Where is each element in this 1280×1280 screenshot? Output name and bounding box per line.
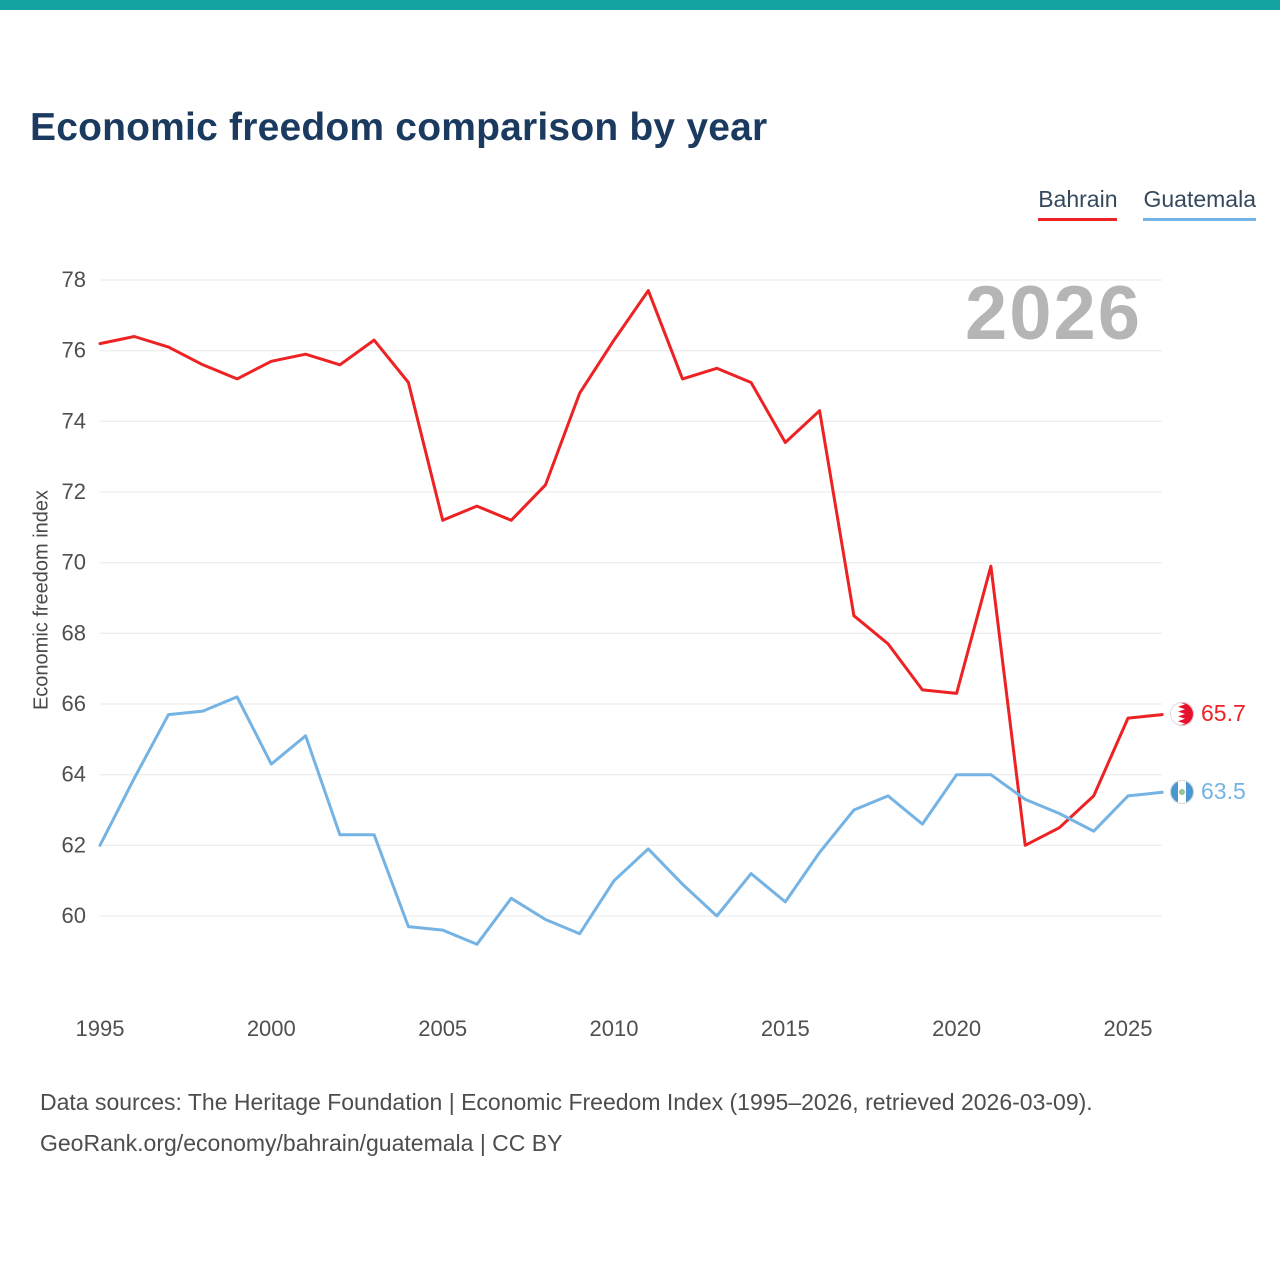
page-title: Economic freedom comparison by year	[30, 106, 768, 149]
guatemala-end-label: 63.5	[1170, 778, 1246, 805]
guatemala-flag-icon	[1170, 779, 1194, 804]
svg-text:68: 68	[62, 620, 86, 645]
svg-text:2000: 2000	[247, 1016, 296, 1041]
svg-text:70: 70	[62, 550, 86, 575]
svg-text:2020: 2020	[932, 1016, 981, 1041]
svg-text:1995: 1995	[76, 1016, 125, 1041]
data-sources-line2: GeoRank.org/economy/bahrain/guatemala | …	[40, 1130, 563, 1156]
watermark-year: 2026	[965, 271, 1143, 356]
legend-item-guatemala[interactable]: Guatemala	[1143, 186, 1256, 221]
svg-text:74: 74	[62, 408, 86, 433]
svg-text:60: 60	[62, 903, 86, 928]
bahrain-flag-icon	[1170, 701, 1194, 726]
svg-text:2025: 2025	[1104, 1016, 1153, 1041]
svg-text:72: 72	[62, 479, 86, 504]
svg-text:62: 62	[62, 832, 86, 857]
legend: Bahrain Guatemala	[1038, 186, 1256, 221]
svg-text:2015: 2015	[761, 1016, 810, 1041]
svg-text:66: 66	[62, 691, 86, 716]
data-sources-line1: Data sources: The Heritage Foundation | …	[40, 1089, 1093, 1115]
guatemala-end-value: 63.5	[1201, 778, 1246, 804]
svg-text:64: 64	[62, 762, 86, 787]
top-accent-bar	[0, 0, 1280, 10]
svg-text:76: 76	[62, 338, 86, 363]
line-chart[interactable]: 60 62 64 66 68 70 72 74 76 78 1995 2000 2005 2010 2015…	[0, 240, 1280, 1060]
legend-item-bahrain[interactable]: Bahrain	[1038, 186, 1118, 221]
bahrain-end-value: 65.7	[1201, 700, 1246, 726]
bahrain-end-label: 65.7	[1170, 700, 1246, 727]
data-sources-note: Data sources: The Heritage Foundation | …	[40, 1082, 1093, 1164]
svg-text:78: 78	[62, 267, 86, 292]
svg-text:2005: 2005	[418, 1016, 467, 1041]
svg-text:2010: 2010	[590, 1016, 639, 1041]
